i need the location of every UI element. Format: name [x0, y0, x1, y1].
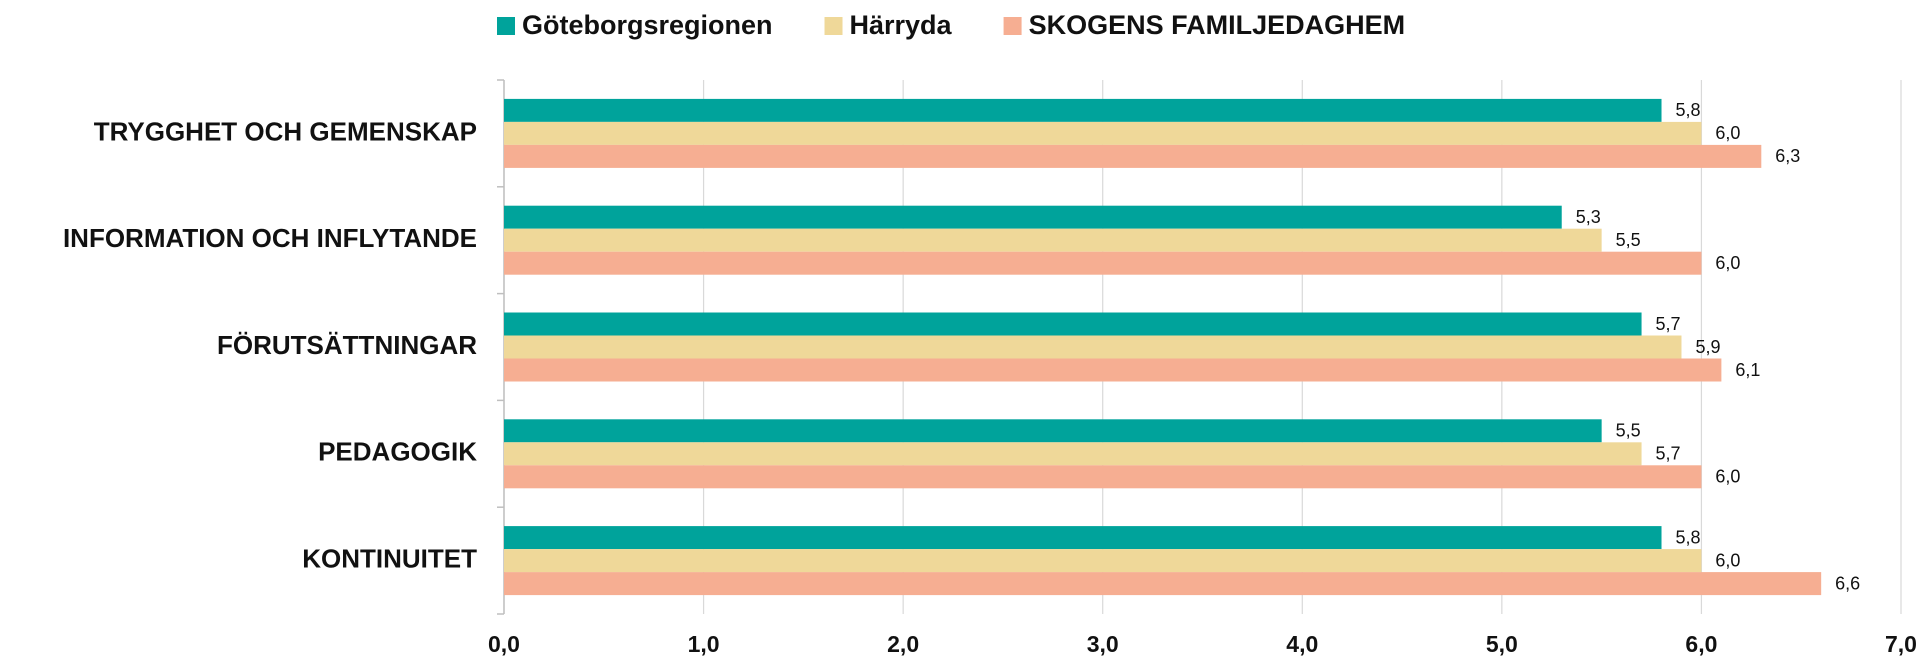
x-tick-label: 6,0	[1685, 631, 1717, 657]
legend-swatch	[824, 17, 843, 35]
value-label: 5,5	[1616, 421, 1641, 441]
legend-swatch	[497, 17, 515, 35]
value-label: 6,0	[1715, 253, 1740, 273]
bar	[504, 98, 1662, 122]
value-label: 5,7	[1656, 314, 1681, 334]
value-label: 6,0	[1715, 467, 1740, 487]
value-label: 5,5	[1616, 230, 1641, 250]
x-tick-label: 2,0	[887, 631, 919, 657]
value-label: 5,7	[1656, 444, 1681, 464]
category-label: INFORMATION OCH INFLYTANDE	[63, 223, 477, 253]
bar	[504, 549, 1702, 573]
bar	[504, 312, 1642, 336]
category-label: PEDAGOGIK	[318, 437, 477, 467]
x-tick-label: 1,0	[688, 631, 720, 657]
bar	[504, 205, 1562, 229]
category-label: FÖRUTSÄTTNINGAR	[217, 330, 477, 360]
bar	[504, 572, 1822, 596]
legend-label: Göteborgsregionen	[522, 10, 773, 40]
value-label: 6,1	[1735, 360, 1760, 380]
value-label: 6,3	[1775, 146, 1800, 166]
x-tick-label: 0,0	[488, 631, 520, 657]
bar	[504, 251, 1702, 275]
x-tick-label: 5,0	[1486, 631, 1518, 657]
value-label: 5,8	[1676, 100, 1701, 120]
bar	[504, 465, 1702, 489]
value-label: 6,6	[1835, 573, 1860, 593]
value-label: 5,3	[1576, 207, 1601, 227]
bar	[504, 526, 1662, 550]
x-tick-label: 7,0	[1885, 631, 1917, 657]
bar	[504, 144, 1762, 168]
value-label: 5,8	[1676, 527, 1701, 547]
value-label: 6,0	[1715, 123, 1740, 143]
x-tick-label: 3,0	[1087, 631, 1119, 657]
category-label: KONTINUITET	[302, 543, 477, 573]
bar	[504, 358, 1722, 382]
value-label: 6,0	[1715, 550, 1740, 570]
bar	[504, 228, 1602, 252]
value-label: 5,9	[1695, 337, 1720, 357]
legend-label: SKOGENS FAMILJEDAGHEM	[1029, 10, 1406, 40]
legend-swatch	[1003, 17, 1022, 35]
bar	[504, 442, 1642, 466]
x-tick-label: 4,0	[1286, 631, 1318, 657]
category-label: TRYGGHET OCH GEMENSKAP	[94, 116, 477, 146]
legend-label: Härryda	[850, 10, 953, 40]
bar	[504, 419, 1602, 443]
bar	[504, 335, 1682, 359]
bar	[504, 121, 1702, 145]
